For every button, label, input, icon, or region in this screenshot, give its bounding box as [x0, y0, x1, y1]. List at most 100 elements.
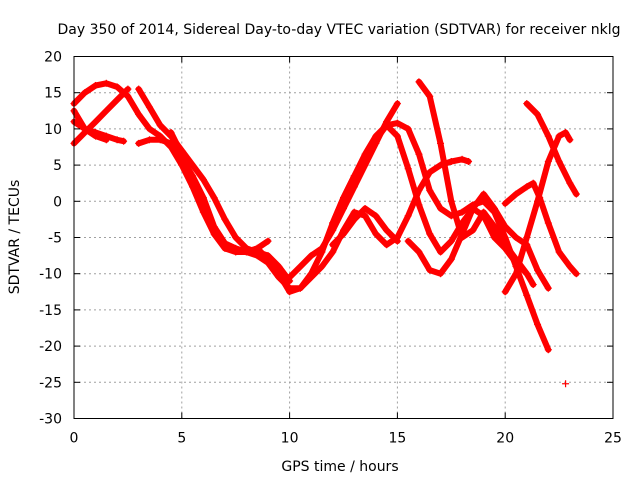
data-point	[329, 226, 337, 234]
data-point	[393, 100, 401, 108]
data-point	[264, 255, 272, 263]
data-point	[415, 248, 423, 256]
x-tick-label: 15	[388, 431, 406, 447]
data-point	[572, 190, 580, 198]
series-isolated	[562, 380, 570, 388]
series-track-9	[329, 121, 531, 278]
data-point	[480, 190, 488, 198]
data-layer	[70, 78, 580, 388]
data-point	[120, 137, 128, 145]
data-point	[404, 212, 412, 220]
data-point	[178, 150, 186, 158]
y-tick-label: 5	[53, 158, 62, 174]
data-point	[135, 85, 143, 93]
data-point	[465, 157, 473, 165]
data-point	[426, 92, 434, 100]
x-tick-label: 5	[177, 431, 186, 447]
data-point	[534, 110, 542, 118]
data-point	[562, 380, 570, 388]
series-track-15	[523, 100, 580, 198]
data-point	[156, 136, 164, 144]
data-point	[135, 110, 143, 118]
data-point	[145, 136, 153, 144]
data-point	[555, 248, 563, 256]
data-point	[329, 219, 337, 227]
data-point	[512, 234, 520, 241]
data-point	[415, 201, 423, 209]
data-point	[350, 215, 358, 223]
data-point	[372, 212, 380, 220]
data-point	[264, 237, 272, 245]
series-track-10	[329, 205, 401, 249]
data-point	[572, 270, 580, 278]
data-point	[437, 248, 445, 256]
data-point	[232, 248, 240, 256]
data-point	[372, 230, 380, 238]
y-tick-label: -5	[48, 231, 62, 247]
data-point	[555, 132, 563, 140]
data-point	[490, 205, 498, 213]
data-point	[92, 81, 100, 89]
series-track-4	[70, 118, 128, 145]
y-tick-label: -25	[39, 375, 62, 391]
series-trace	[329, 122, 530, 277]
data-point	[469, 226, 477, 234]
x-tick-label: 0	[70, 431, 79, 447]
data-point	[221, 215, 229, 223]
data-point	[102, 107, 110, 115]
data-point	[469, 205, 477, 213]
data-point	[210, 230, 218, 238]
series-trace	[416, 78, 537, 288]
data-point	[501, 199, 509, 207]
y-tick-label: 0	[53, 194, 62, 210]
series-trace	[71, 86, 131, 147]
data-point	[437, 270, 445, 278]
data-point	[529, 281, 537, 289]
data-point	[534, 266, 542, 274]
data-point	[562, 129, 570, 137]
data-point	[361, 212, 369, 220]
data-point	[275, 270, 283, 278]
y-tick-label: 15	[44, 86, 62, 102]
data-point	[113, 96, 121, 104]
data-point	[361, 205, 369, 213]
series-trace	[523, 100, 580, 198]
y-tick-label: -10	[39, 267, 62, 283]
data-point	[242, 248, 250, 256]
series-track-5	[135, 85, 294, 285]
data-point	[145, 125, 153, 133]
data-point	[81, 89, 89, 97]
data-point	[523, 100, 531, 108]
x-tick-label: 20	[496, 431, 514, 447]
data-point	[135, 139, 143, 147]
data-point	[350, 208, 358, 216]
data-point	[286, 273, 294, 281]
data-point	[253, 252, 261, 260]
y-tick-label: -20	[39, 339, 62, 355]
data-point	[221, 244, 229, 252]
data-point	[458, 230, 466, 238]
data-point	[232, 234, 240, 241]
y-tick-label: -30	[39, 412, 62, 428]
data-point	[523, 291, 531, 299]
data-point	[426, 266, 434, 274]
data-point	[393, 132, 401, 140]
data-point	[458, 208, 466, 216]
data-point	[415, 78, 423, 86]
data-point	[307, 252, 315, 260]
data-point	[318, 262, 326, 270]
data-point	[501, 288, 509, 296]
data-point	[167, 129, 175, 137]
data-point	[318, 244, 326, 252]
data-point	[490, 223, 498, 231]
data-point	[393, 237, 401, 245]
data-point	[415, 150, 423, 158]
data-point	[404, 165, 412, 173]
data-point	[426, 168, 434, 176]
data-point	[447, 255, 455, 263]
data-point	[189, 161, 197, 169]
data-point	[566, 179, 574, 187]
y-tick-label: 20	[44, 50, 62, 66]
